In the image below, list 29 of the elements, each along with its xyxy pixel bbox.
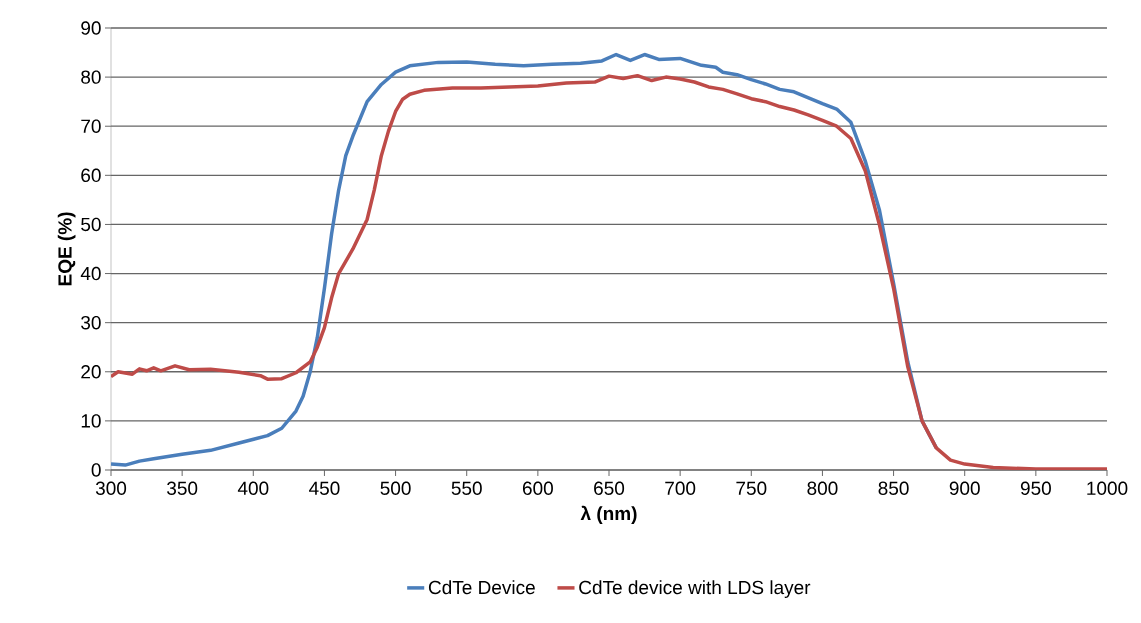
- x-tick-label: 700: [665, 481, 696, 495]
- legend-label: CdTe device with LDS layer: [579, 580, 811, 598]
- y-tick-label: 40: [80, 266, 101, 281]
- y-tick-label: 70: [81, 119, 101, 133]
- x-tick-label: 500: [380, 481, 411, 495]
- x-tick-label: 750: [736, 481, 767, 495]
- x-axis-title: λ (nm): [580, 505, 637, 525]
- y-axis-title: EQE (%): [57, 212, 76, 286]
- x-tick-label: 600: [522, 481, 553, 495]
- legend-label: CdTe Device: [428, 580, 535, 595]
- y-tick-label: 50: [81, 217, 101, 232]
- x-tick-label: 800: [807, 481, 838, 495]
- x-tick-label: 350: [167, 481, 198, 495]
- y-tick-label: 60: [81, 168, 101, 183]
- y-tick-label: 0: [91, 463, 101, 477]
- x-tick-label: 650: [594, 481, 625, 495]
- y-tick-label: 10: [81, 414, 101, 428]
- x-tick-label: 850: [878, 481, 909, 495]
- x-tick-label: 400: [237, 481, 269, 495]
- x-tick-label: 550: [451, 481, 482, 495]
- y-tick-label: 90: [81, 21, 101, 35]
- y-tick-label: 20: [81, 365, 101, 379]
- x-tick-label: 450: [309, 481, 340, 495]
- x-tick-label: 900: [949, 481, 980, 495]
- x-tick-label: 950: [1020, 481, 1051, 495]
- y-tick-label: 30: [81, 315, 101, 330]
- y-tick-label: 80: [81, 70, 101, 84]
- x-tick-label: 1000: [1087, 481, 1128, 495]
- x-tick-label: 300: [95, 481, 127, 495]
